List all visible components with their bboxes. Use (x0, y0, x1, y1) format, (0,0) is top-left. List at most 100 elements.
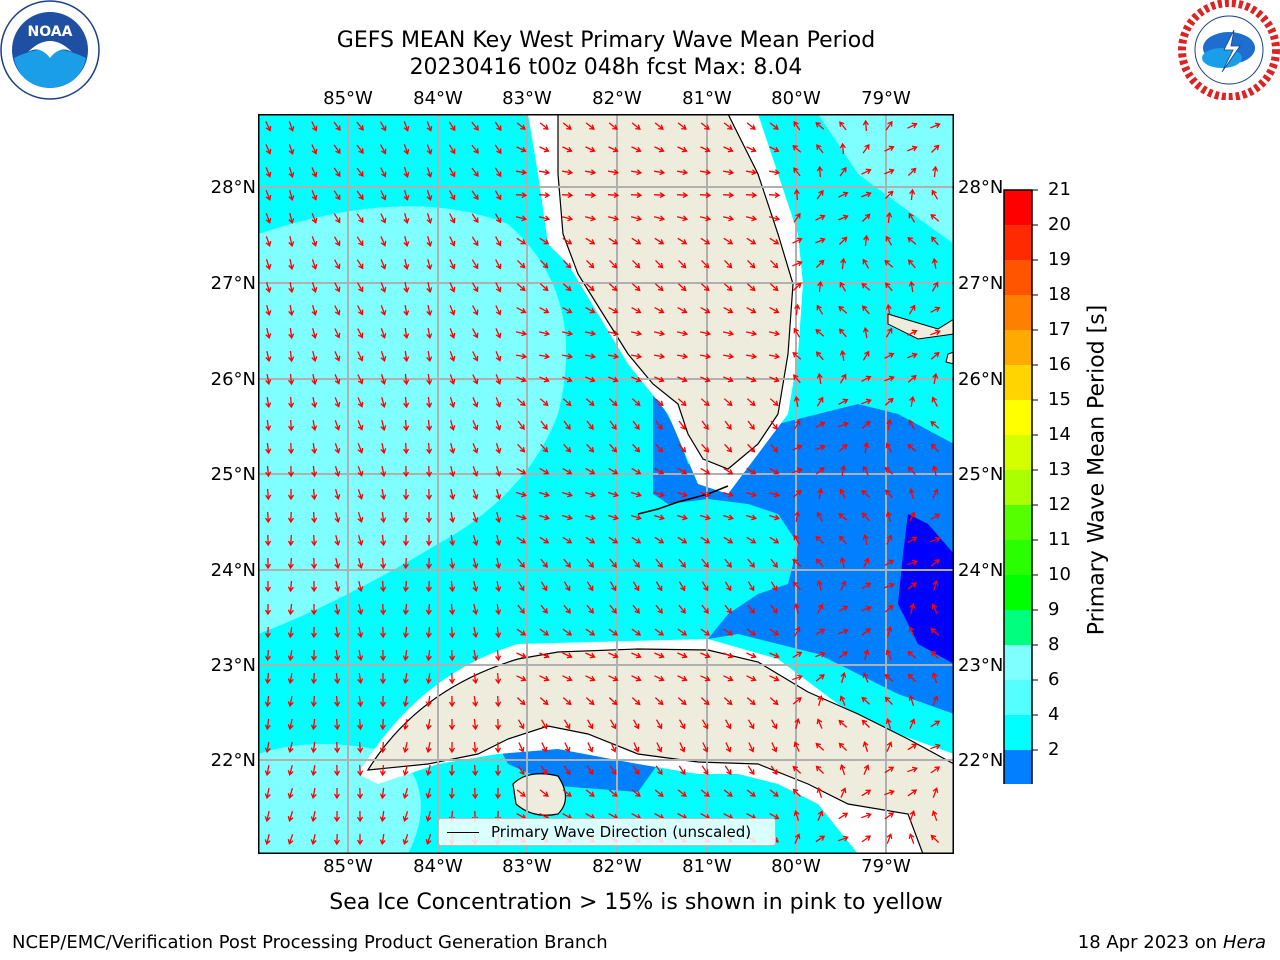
colorbar-segment (1004, 295, 1032, 330)
wave-arrow (515, 353, 528, 360)
wave-arrow (288, 281, 295, 294)
wave-arrow (631, 307, 642, 314)
wave-arrow (310, 833, 317, 846)
wave-arrow (356, 259, 364, 270)
legend-label: Primary Wave Direction (unscaled) (491, 823, 752, 841)
wave-arrow (699, 215, 712, 222)
wave-arrow (585, 237, 596, 245)
wave-arrow (677, 122, 687, 130)
wave-arrow (677, 628, 688, 636)
wave-arrow (907, 352, 918, 359)
wave-arrow (425, 741, 432, 754)
wave-arrow (931, 257, 938, 270)
wave-arrow (539, 122, 549, 130)
wave-arrow (425, 580, 432, 593)
wave-arrow (357, 649, 364, 662)
wave-arrow (724, 581, 732, 592)
wave-arrow (472, 787, 479, 800)
wave-arrow (380, 374, 387, 385)
wave-arrow (771, 742, 778, 753)
wave-arrow (494, 121, 502, 132)
wave-arrow (792, 765, 802, 774)
wave-arrow (426, 259, 433, 270)
wave-arrow (723, 467, 734, 475)
wave-arrow (839, 281, 847, 292)
wave-arrow (585, 789, 595, 797)
wave-arrow (930, 214, 940, 222)
colorbar-segment (1004, 470, 1032, 505)
colorbar-title: Primary Wave Mean Period [s] (1084, 304, 1110, 636)
wave-arrow (494, 167, 502, 178)
wave-arrow (884, 489, 893, 499)
wave-arrow (932, 787, 939, 798)
wave-arrow (609, 558, 617, 568)
wave-arrow (609, 604, 617, 614)
wave-arrow (585, 491, 596, 498)
wave-arrow (815, 421, 826, 428)
wave-arrow (792, 374, 801, 384)
wave-arrow (608, 122, 618, 130)
wave-arrow (630, 330, 643, 337)
wave-arrow (562, 652, 573, 659)
wave-arrow (265, 488, 272, 501)
wave-arrow (907, 167, 917, 176)
wave-arrow (907, 259, 916, 269)
wave-arrow (839, 373, 847, 384)
wave-arrow (585, 514, 596, 521)
wave-arrow (425, 673, 432, 685)
wave-arrow (794, 833, 801, 844)
wave-arrow (517, 420, 525, 430)
wave-arrow (426, 213, 433, 224)
wave-arrow (448, 787, 455, 800)
wave-arrow (907, 122, 918, 129)
lon-label-bottom-79: 79°W (861, 856, 911, 877)
wave-arrow (838, 328, 847, 338)
wave-arrow (746, 467, 757, 475)
wave-arrow (630, 192, 643, 199)
wave-arrow (632, 719, 640, 730)
wave-arrow (539, 789, 549, 797)
wave-arrow (425, 788, 432, 799)
wave-arrow (816, 189, 824, 200)
wave-arrow (425, 811, 432, 822)
wave-arrow (472, 764, 479, 777)
wave-arrow (745, 169, 758, 176)
wave-arrow (654, 376, 665, 383)
wave-arrow (745, 192, 758, 199)
wave-arrow (609, 443, 618, 453)
wave-arrow (265, 305, 272, 316)
wave-arrow (885, 303, 892, 316)
wave-arrow (539, 491, 550, 498)
wave-arrow (907, 650, 917, 659)
wave-arrow (449, 649, 456, 662)
wave-arrow (884, 282, 893, 292)
wave-arrow (585, 376, 596, 383)
wave-arrow (334, 741, 341, 754)
wave-arrow (585, 675, 596, 682)
wave-arrow (333, 764, 341, 777)
wave-arrow (653, 192, 666, 199)
wave-arrow (495, 580, 502, 593)
wave-arrow (861, 582, 872, 590)
wave-arrow (769, 376, 780, 383)
wave-arrow (562, 307, 573, 314)
wave-arrow (334, 466, 341, 477)
wave-arrow (495, 649, 502, 662)
wave-arrow (379, 718, 387, 731)
wave-arrow (793, 810, 800, 821)
wave-arrow (908, 833, 915, 844)
wave-arrow (723, 652, 734, 659)
wave-arrow (538, 215, 551, 222)
wave-arrow (815, 466, 825, 475)
wave-arrow (425, 603, 432, 616)
wave-arrow (653, 169, 666, 176)
wave-arrow (884, 466, 894, 475)
wave-arrow (907, 374, 917, 383)
wave-arrow (884, 352, 895, 359)
wave-arrow (769, 146, 780, 153)
wave-arrow (816, 718, 823, 729)
wave-arrow (448, 764, 455, 777)
wave-arrow (562, 514, 573, 521)
wave-arrow (747, 581, 755, 592)
wave-arrow (608, 652, 619, 659)
